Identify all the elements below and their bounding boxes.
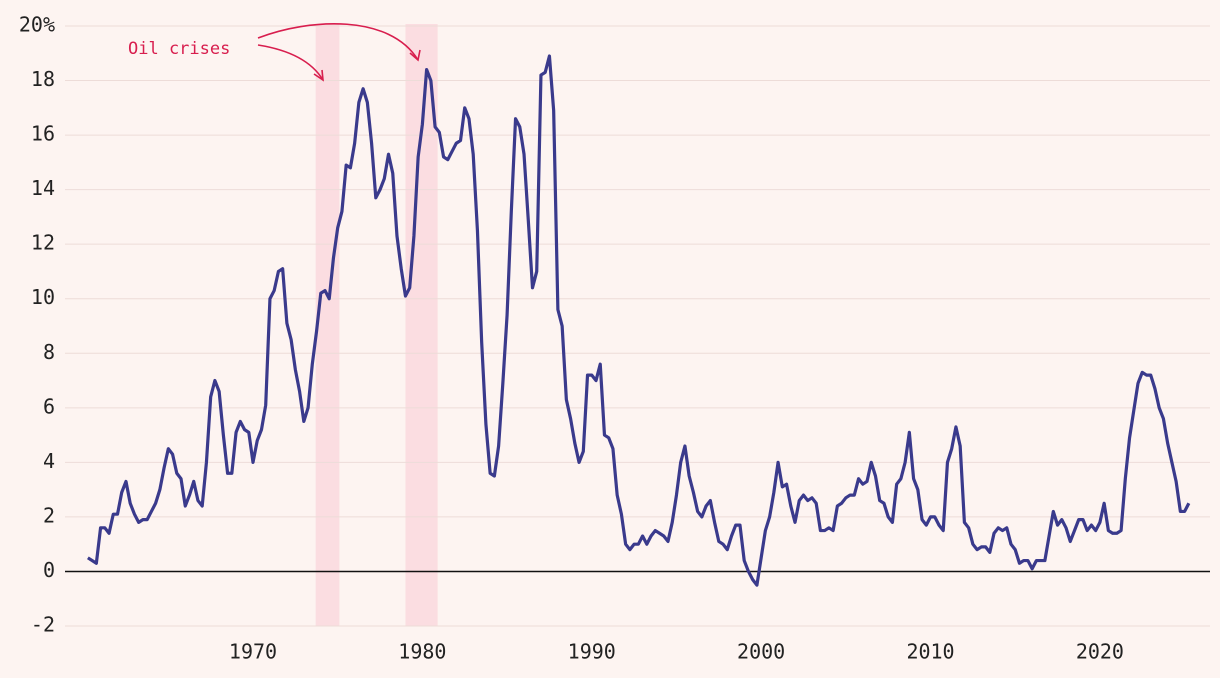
annotation-arrow: [257, 44, 324, 81]
grid-layer: [65, 25, 1210, 627]
shaded-region: [315, 24, 340, 626]
x-tick-label: 2010: [906, 640, 954, 664]
data-line: [87, 54, 1191, 587]
line-layer: [65, 54, 1210, 587]
arrow-head: [313, 69, 324, 82]
y-tick-label: 18: [31, 67, 55, 91]
x-tick-label: 2020: [1076, 640, 1124, 664]
annotation-arrow: [257, 22, 419, 61]
label-layer: -2 0 2 4 6 8 10 12 14 16 18 20% 1970 1980 1990 2000 2010…: [19, 13, 1124, 664]
y-tick-label: 14: [31, 176, 55, 200]
y-tick-label: 0: [43, 558, 55, 582]
x-tick-label: 2000: [737, 640, 785, 664]
y-tick-label: -2: [31, 613, 55, 637]
shade-layer: [315, 24, 438, 626]
x-tick-label: 1990: [568, 640, 616, 664]
x-tick-label: 1980: [398, 640, 446, 664]
y-tick-label: 4: [43, 449, 55, 473]
y-tick-label: 2: [43, 503, 55, 527]
annotation: Oil crises: [128, 39, 230, 59]
y-tick-label: 20%: [19, 13, 55, 37]
y-tick-label: 10: [31, 285, 55, 309]
y-tick-label: 16: [31, 122, 55, 146]
x-tick-label: 1970: [229, 640, 277, 664]
arrow-head: [409, 49, 421, 62]
y-tick-label: 8: [43, 340, 55, 364]
y-tick-label: 6: [43, 394, 55, 418]
y-tick-label: 12: [31, 231, 55, 255]
